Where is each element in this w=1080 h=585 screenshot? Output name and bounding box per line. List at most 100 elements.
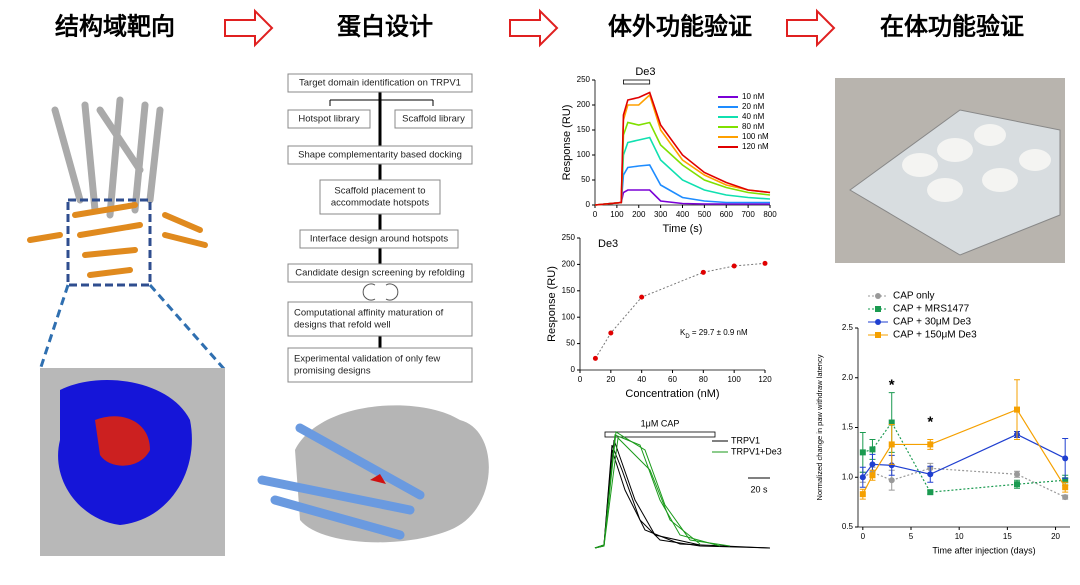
x-tick-label: 120 [758, 375, 772, 384]
marker [927, 489, 934, 496]
calcium-traces: 1μM CAP TRPV1 TRPV1+De3 20 s [594, 418, 782, 549]
kd-annotation: KD = 29.7 ± 0.9 nM [680, 328, 748, 339]
marker [1062, 494, 1069, 501]
legend-label: CAP + MRS1477 [893, 304, 970, 315]
x-tick-label: 100 [610, 210, 624, 219]
marker [859, 474, 866, 481]
y-tick-label: 1.5 [842, 423, 854, 432]
legend-label: CAP + 150μM De3 [893, 330, 977, 341]
arrows [224, 8, 836, 48]
y-tick-label: 150 [577, 125, 591, 134]
x-axis-label: Time (s) [663, 223, 703, 235]
y-tick-label: 150 [562, 286, 576, 295]
x-tick-label: 700 [741, 210, 755, 219]
marker [927, 441, 934, 448]
point [608, 330, 614, 336]
marker [888, 441, 895, 448]
point [731, 263, 737, 269]
x-tick-label: 0 [593, 210, 598, 219]
y-axis-label: Normalized change in paw withdraw latenc… [815, 354, 824, 500]
marker [888, 462, 895, 469]
x-axis-label: Time after injection (days) [932, 545, 1035, 555]
series-line [594, 91, 771, 206]
trace-legend: TRPV1 [731, 435, 760, 445]
legend-marker [875, 293, 881, 299]
flow-box [394, 109, 473, 129]
x-tick-label: 500 [698, 210, 712, 219]
flow-box [287, 109, 371, 129]
fit-line [594, 262, 766, 359]
flow-text: Computational affinity maturation of [294, 308, 444, 319]
x-tick-label: 400 [676, 210, 690, 219]
y-tick-label: 100 [562, 312, 576, 321]
x-tick-label: 60 [668, 375, 677, 384]
x-tick-label: 100 [727, 375, 741, 384]
y-tick-label: 200 [562, 260, 576, 269]
marker [888, 477, 895, 484]
y-tick-label: 50 [581, 175, 590, 184]
y-tick-label: 1.0 [842, 472, 854, 481]
x-tick-label: 0 [578, 375, 583, 384]
y-tick-label: 100 [577, 150, 591, 159]
x-tick-label: 800 [763, 210, 777, 219]
legend-marker [875, 319, 881, 325]
legend-label: CAP only [893, 291, 935, 302]
refold-icon [362, 283, 399, 301]
legend-label: 20 nM [742, 102, 765, 111]
flow-text: Scaffold library [402, 114, 465, 125]
flow-box [287, 73, 473, 93]
kd-part: D [685, 334, 690, 340]
marker [927, 471, 934, 478]
y-tick-label: 2.5 [842, 323, 854, 332]
x-tick-label: 300 [654, 210, 668, 219]
x-tick-label: 10 [955, 532, 964, 541]
marker [1014, 481, 1020, 488]
legend-label: 40 nM [742, 112, 765, 121]
injection-bar [623, 79, 651, 85]
marker [1062, 455, 1069, 462]
annotation: De3 [635, 66, 655, 78]
point [592, 355, 598, 361]
marker [888, 419, 895, 426]
flow-box [287, 145, 473, 165]
protein-structure [27, 96, 227, 556]
marker [1062, 477, 1069, 484]
marker [869, 446, 876, 453]
marker [1014, 406, 1020, 413]
marker [869, 461, 876, 468]
trace-bar-label: 1μM CAP [641, 418, 680, 428]
y-tick-label: 0 [586, 200, 591, 209]
flow-text: Candidate design screening by refolding [295, 268, 465, 279]
flow-box [287, 301, 473, 337]
legend-label: 100 nM [742, 132, 769, 141]
x-axis-label: Concentration (nM) [625, 388, 719, 400]
y-tick-label: 200 [577, 100, 591, 109]
marker [859, 449, 866, 456]
x-tick-label: 200 [632, 210, 646, 219]
x-tick-label: 0 [861, 532, 866, 541]
kd-part: = 29.7 ± 0.9 nM [690, 328, 748, 337]
header: 在体功能验证 [880, 12, 1024, 40]
flow-box [287, 347, 473, 383]
y-tick-label: 250 [577, 75, 591, 84]
flow-bracket [329, 99, 434, 106]
flow-text: Target domain identification on TRPV1 [299, 78, 461, 89]
marker [1014, 471, 1020, 478]
legend-label: 120 nM [742, 142, 769, 151]
x-tick-label: 20 [1051, 532, 1060, 541]
point [762, 260, 768, 266]
series-line [862, 408, 1066, 495]
legend-label: CAP + 30μM De3 [893, 317, 972, 328]
flow-box [319, 179, 441, 215]
flow-text: Interface design around hotspots [310, 234, 449, 245]
flow-text: promising designs [294, 366, 371, 377]
flow-text: Scaffold placement to [334, 186, 425, 197]
point [639, 294, 645, 300]
chart-title: De3 [598, 238, 618, 250]
flow-box [287, 263, 473, 283]
trace-legend: TRPV1+De3 [731, 446, 782, 456]
header: 体外功能验证 [608, 12, 752, 40]
y-tick-label: 0.5 [842, 522, 854, 531]
significance-star: * [889, 377, 895, 394]
